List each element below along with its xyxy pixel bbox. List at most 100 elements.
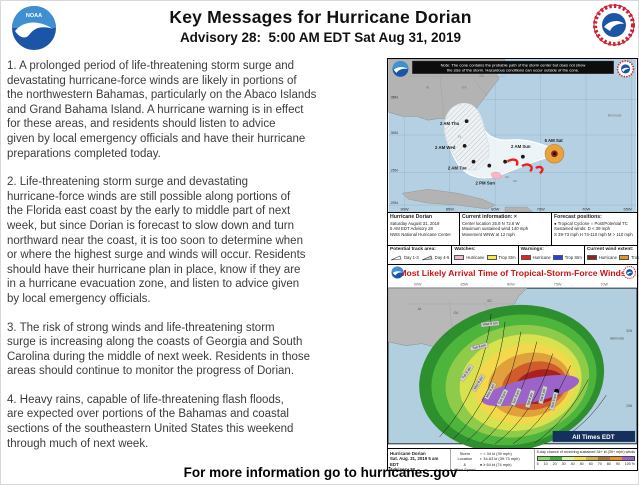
page-title: Key Messages for Hurricane Dorian: [169, 7, 472, 27]
point-label-tue: 2 AM Tue: [448, 166, 467, 171]
arrival-map-title-strip: Most Likely Arrival Time of Tropical-Sto…: [387, 265, 638, 280]
arr-state-al: AL: [418, 307, 422, 311]
day13-label: Day 1-3: [404, 255, 419, 260]
track-area-title: Potential track area:: [390, 247, 436, 252]
arrival-map-title: Most Likely Arrival Time of Tropical-Sto…: [399, 267, 626, 278]
lon-85w: 85W: [446, 207, 454, 212]
time-label-tue8am: Tue 8 am: [459, 364, 474, 382]
forecast-cone-day45: [444, 103, 490, 171]
arr-state-sc: SC: [487, 299, 492, 303]
lon-75w: 75W: [537, 207, 545, 212]
message-3: 3. The risk of strong winds and life-thr…: [7, 321, 311, 378]
state-label-sc: SC: [479, 74, 484, 78]
noaa-logo-small: [392, 60, 409, 77]
current-info-block: Current information: × Center location 2…: [460, 213, 552, 245]
maps-column: 2 AM Thu 2 AM Wed 2 AM Tue 2 PM Sun 2 AM…: [387, 58, 639, 473]
svg-text:Sun 8 am: Sun 8 am: [512, 389, 521, 404]
note-line-2: the size of the storm. Hazardous conditi…: [447, 67, 579, 72]
page-subtitle: Advisory 28: 5:00 AM EDT Sat Aug 31, 201…: [179, 30, 462, 45]
wind-extent-group: Current wind extent: Hurricane Trop Stm: [585, 246, 639, 264]
warning-hurricane-label: Hurricane: [532, 254, 551, 260]
svg-text:Wed 8 am: Wed 8 am: [482, 321, 497, 327]
arr-lon-70w: 70W: [600, 283, 608, 287]
state-label-fl: FL: [458, 135, 462, 139]
watch-tropstm-label: Trop Stm: [498, 254, 516, 260]
storm-location-block: Storm Location & Wind Speed ○ < 34 kt (3…: [449, 449, 534, 472]
track-symbols-legend: Potential track area: Day 1-3 Day 4-5 Wa…: [387, 246, 639, 265]
potential-track-area-group: Potential track area: Day 1-3 Day 4-5: [388, 246, 453, 264]
arr-state-ga: GA: [453, 311, 459, 315]
lat-25n: 25N: [391, 168, 398, 173]
forecast-positions-block: Forecast positions: ● Tropical Cyclone ○…: [552, 213, 637, 245]
wind-probability-blobs: [419, 304, 605, 448]
message-4: 4. Heavy rains, capable of life-threaten…: [7, 393, 294, 450]
point-label-wed: 2 AM Wed: [435, 145, 456, 150]
point-label-thu: 2 AM Thu: [440, 121, 460, 126]
warning-hurricane-swatch: [520, 254, 531, 260]
time-label-sat8pm: Sat 8 pm: [524, 389, 536, 409]
arr-lon-85w: 85W: [461, 283, 469, 287]
warning-tropstm-swatch: [552, 254, 563, 260]
svg-text:Tue 8 am: Tue 8 am: [461, 366, 472, 380]
note-line-1: Note: The cone contains the probable pat…: [441, 62, 586, 67]
forecast-position-dots: [462, 118, 526, 169]
arr-state-fl: FL: [446, 333, 450, 337]
point-label-sun-pm: 2 PM Sun: [475, 180, 495, 185]
extent-tropstm-label: Trop Stm: [630, 254, 639, 260]
warning-tropstm-label: Trop Stm: [564, 254, 582, 260]
half-circle-icon: ◐: [479, 456, 483, 462]
noaa-logo: NOAA: [12, 6, 56, 50]
message-1: 1. A prolonged period of life-threatenin…: [7, 60, 317, 160]
current-position-marker: [544, 144, 565, 164]
lon-80w: 80W: [491, 207, 499, 212]
cone-day45-icon: [421, 255, 433, 260]
time-label-wed8am: Wed 8 am: [480, 320, 500, 328]
movement: Movement WNW at 12 mph: [462, 231, 515, 237]
svg-text:Sat 8 pm: Sat 8 pm: [539, 388, 547, 402]
bermuda-label: Bermuda: [608, 113, 622, 117]
lat-35n: 35N: [391, 94, 398, 99]
location-label-1: Storm Location: [457, 450, 473, 462]
storm-advisory: 5 AM EDT Advisory 28: [390, 226, 433, 232]
time-label-sun8pm: Sun 8 pm: [496, 388, 509, 408]
arr-storm-date: Sat. Aug. 31, 2019 5 am EDT: [390, 456, 439, 467]
forecast-line-2: Sustained winds: D < 39 mph: [554, 226, 611, 232]
colorbar-seg-7: [609, 456, 622, 461]
lon-90w: 90W: [400, 207, 408, 212]
watches-title: Watches:: [454, 247, 476, 252]
nws-logo-strip: [623, 266, 636, 279]
watch-hurricane-swatch: [454, 254, 465, 260]
cuba-island: [402, 189, 496, 210]
storm-date: Saturday August 31, 2019: [390, 220, 440, 226]
svg-text:Sun 8 am: Sun 8 am: [550, 393, 557, 408]
state-label-al: AL: [426, 86, 430, 90]
svg-text:All Times EDT: All Times EDT: [572, 434, 615, 441]
time-label-mon8pm: Mon 8 pm: [471, 373, 486, 392]
arr-lat-25n: 25N: [626, 404, 633, 408]
storm-name: Hurricane Dorian: [390, 214, 433, 220]
svg-text:Mon 8 pm: Mon 8 pm: [473, 375, 484, 390]
message-2: 2. Life-threatening storm surge and deva…: [7, 176, 306, 305]
location-label-2: &: [463, 461, 467, 467]
lon-70w: 70W: [582, 207, 590, 212]
probability-ticks: 5 10 20 30 40 50 60 70 80 90 100 %: [536, 462, 635, 467]
colorbar-seg-4: [573, 456, 586, 461]
time-label-sun8am: Sun 8 am: [510, 387, 522, 407]
hurricane-watch-patch: [491, 171, 502, 180]
arrival-map-legend: Hurricane Dorian Sat. Aug. 31, 2019 5 am…: [387, 449, 638, 473]
arr-storm-name: Hurricane Dorian: [390, 450, 426, 456]
warnings-title: Warnings:: [520, 247, 544, 252]
hispaniola-island: [504, 206, 534, 212]
warnings-group: Warnings: Hurricane Trop Stm: [519, 246, 585, 264]
wind-symbol-row-1: ○ < 34 kt (39 mph): [479, 450, 512, 456]
arr-lat-30n: 30N: [626, 329, 633, 333]
colorbar-seg-6: [597, 456, 610, 461]
storm-id-block: Hurricane Dorian Saturday August 31, 201…: [388, 213, 460, 245]
arr-lon-80w: 80W: [507, 283, 515, 287]
svg-text:NOAA: NOAA: [26, 13, 42, 19]
day45-label: Day 4-5: [434, 255, 450, 260]
forecast-line-1: ● Tropical Cyclone ○ Post/Potential TC: [554, 220, 628, 226]
forecast-title: Forecast positions:: [554, 214, 602, 220]
arr-storm-id-block: Hurricane Dorian Sat. Aug. 31, 2019 5 am…: [388, 449, 450, 473]
